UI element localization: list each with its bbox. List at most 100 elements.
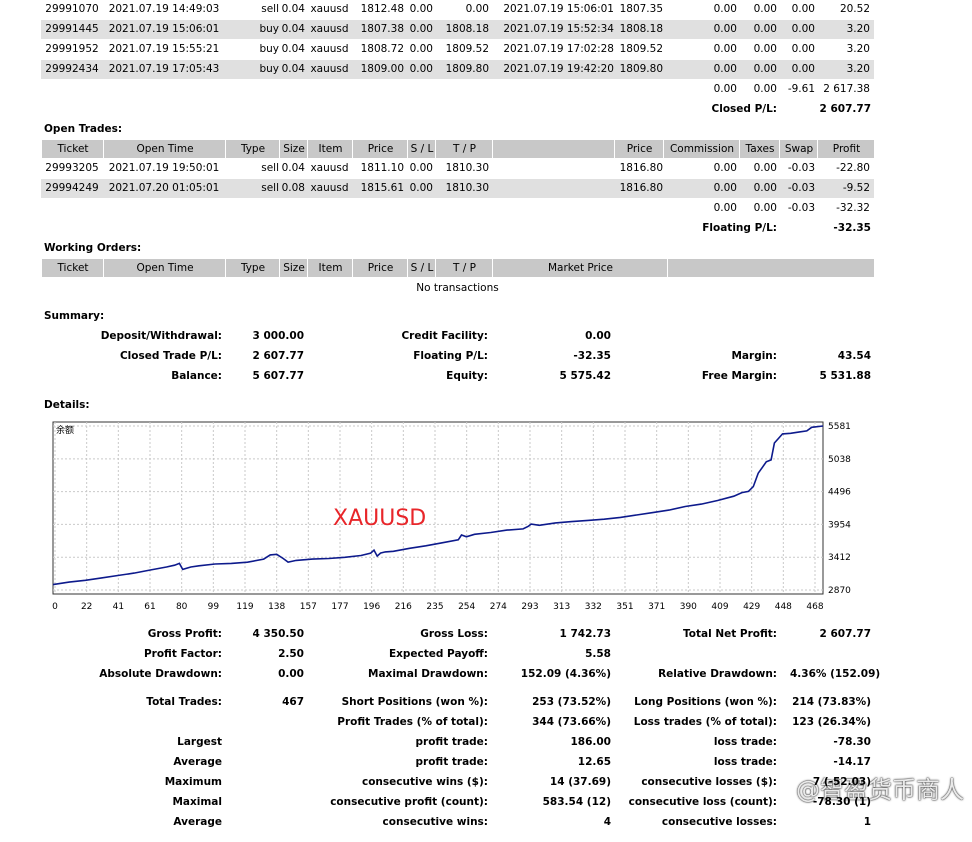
x-tick-label: 468 xyxy=(806,602,823,612)
cell-swap: -0.03 xyxy=(787,162,815,174)
trade-stat-value: 1 xyxy=(863,816,871,828)
open-trade-row: 29993205 2021.07.19 19:50:01 sell 0.04 xauus… xyxy=(41,159,874,178)
equity-label: Equity: xyxy=(446,370,488,382)
cell-close-time: 2021.07.19 15:06:01 xyxy=(503,3,614,15)
closed-pl-value: 2 607.77 xyxy=(819,103,871,115)
cell-swap: 0.00 xyxy=(791,43,815,55)
x-tick-label: 351 xyxy=(616,602,633,612)
closed-trade-row: 29991952 2021.07.19 15:55:21 buy 0.04 xauusd… xyxy=(41,40,874,59)
cell-type: sell xyxy=(261,162,279,174)
trade-stat-value: -78.30 (1) xyxy=(812,796,871,808)
header-sl: S / L xyxy=(407,259,436,277)
cell-price: 1809.00 xyxy=(360,63,404,75)
stat-value: 4 350.50 xyxy=(252,628,304,640)
details-title: Details: xyxy=(44,399,90,411)
balance-label: Balance: xyxy=(171,370,222,382)
stat-label: Gross Profit: xyxy=(147,628,222,640)
y-tick-label: 4496 xyxy=(828,488,851,498)
closed-trade-row: 29991445 2021.07.19 15:06:01 buy 0.04 xauusd… xyxy=(41,20,874,39)
header-item: Item xyxy=(307,140,353,158)
trade-stat-value: 344 (73.66%) xyxy=(532,716,611,728)
stat-value: 2.50 xyxy=(278,648,304,660)
header-profit: Profit xyxy=(817,140,875,158)
cell-price: 1812.48 xyxy=(360,3,404,15)
stat-label: Profit Factor: xyxy=(143,648,222,660)
cell-profit: -9.52 xyxy=(842,182,870,194)
cell-swap: -0.03 xyxy=(787,182,815,194)
cell-close-price: 1809.80 xyxy=(619,63,663,75)
trade-stat-label: consecutive wins ($): xyxy=(361,776,488,788)
x-tick-label: 274 xyxy=(490,602,507,612)
x-tick-label: 313 xyxy=(553,602,570,612)
cell-commission: 0.00 xyxy=(713,63,737,75)
header-ticket: Ticket xyxy=(41,259,104,277)
cell-sl: 0.00 xyxy=(409,182,433,194)
header-blank xyxy=(492,140,615,158)
x-tick-label: 0 xyxy=(52,602,58,612)
floating-pl-value: -32.35 xyxy=(833,222,871,234)
stat-label: Total Net Profit: xyxy=(682,628,777,640)
closed-trade-label: Closed Trade P/L: xyxy=(119,350,222,362)
watermark-text: @智盈货币商人 xyxy=(796,776,964,804)
trade-stat-label: Average xyxy=(173,816,222,828)
x-tick-label: 80 xyxy=(176,602,188,612)
cell-type: sell xyxy=(261,3,279,15)
cell-type: buy xyxy=(259,23,279,35)
cell-tp: 1810.30 xyxy=(445,182,489,194)
x-tick-label: 61 xyxy=(144,602,155,612)
cell-open-time: 2021.07.19 17:05:43 xyxy=(108,63,220,75)
cell-size: 0.04 xyxy=(281,3,305,15)
cell-close-time: 2021.07.19 15:52:34 xyxy=(503,23,614,35)
trade-stat-value: -14.17 xyxy=(833,756,871,768)
cell-sl: 0.00 xyxy=(409,63,433,75)
trade-stat-value: -78.30 xyxy=(833,736,871,748)
balance-chart: 0 22 41 61 80 99 119 138 157 177 196 216 235 254 274 29… xyxy=(52,421,851,612)
cell-sl: 0.00 xyxy=(409,3,433,15)
floating-label: Floating P/L: xyxy=(413,350,488,362)
header-commission: Commission xyxy=(663,140,740,158)
cell-tp: 1808.18 xyxy=(445,23,489,35)
cell-swap: 0.00 xyxy=(791,3,815,15)
cell-price: 1815.61 xyxy=(360,182,404,194)
header-taxes: Taxes xyxy=(739,140,780,158)
trade-stat-label: Maximal xyxy=(172,796,222,808)
x-tick-label: 235 xyxy=(426,602,443,612)
cell-profit: 3.20 xyxy=(846,43,870,55)
header-tp: T / P xyxy=(435,140,493,158)
cell-open-time: 2021.07.19 15:55:21 xyxy=(108,43,220,55)
cell-tp: 1809.52 xyxy=(445,43,489,55)
x-tick-label: 177 xyxy=(331,602,348,612)
cell-sl: 0.00 xyxy=(409,162,433,174)
x-tick-label: 216 xyxy=(395,602,412,612)
cell-type: buy xyxy=(259,43,279,55)
deposit-label: Deposit/Withdrawal: xyxy=(100,330,222,342)
closed-trade-value: 2 607.77 xyxy=(252,350,304,362)
cell-close-time: 2021.07.19 19:42:20 xyxy=(503,63,614,75)
cell-open-time: 2021.07.20 01:05:01 xyxy=(108,182,220,194)
trade-stat-label: profit trade: xyxy=(415,736,489,748)
trade-stat-label: Total Trades: xyxy=(146,696,222,708)
cell-size: 0.04 xyxy=(281,162,305,174)
header-open-time: Open Time xyxy=(103,259,226,277)
open-trade-row: 29994249 2021.07.20 01:05:01 sell 0.08 xauus… xyxy=(41,179,874,198)
y-tick-label: 5038 xyxy=(828,455,851,465)
cell-tp: 0.00 xyxy=(465,3,489,15)
cell-taxes: 0.00 xyxy=(753,162,777,174)
header-type: Type xyxy=(225,140,280,158)
cell-commission: 0.00 xyxy=(713,162,737,174)
credit-label: Credit Facility: xyxy=(401,330,488,342)
free-margin-label: Free Margin: xyxy=(701,370,777,382)
summary-title: Summary: xyxy=(44,310,105,322)
cell-profit: -22.80 xyxy=(836,162,870,174)
cell-commission: 0.00 xyxy=(713,3,737,15)
stat-value: 1 742.73 xyxy=(559,628,611,640)
stat-value: 152.09 (4.36%) xyxy=(520,668,611,680)
margin-label: Margin: xyxy=(731,350,777,362)
cell-close-price: 1808.18 xyxy=(619,23,663,35)
header-item: Item xyxy=(307,259,353,277)
cell-profit: -32.32 xyxy=(836,202,870,214)
trade-stat-label: Long Positions (won %): xyxy=(634,696,777,708)
trade-stat-label: consecutive wins: xyxy=(382,816,488,828)
stat-value: 0.00 xyxy=(278,668,304,680)
closed-trade-row: 29992434 2021.07.19 17:05:43 buy 0.04 xauusd… xyxy=(41,60,874,79)
